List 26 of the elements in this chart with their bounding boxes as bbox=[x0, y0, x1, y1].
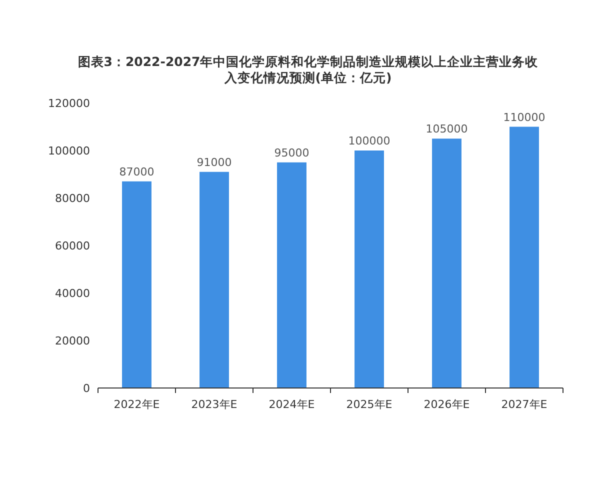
x-tick-label: 2024年E bbox=[268, 398, 315, 411]
x-tick-label: 2022年E bbox=[114, 398, 160, 411]
bar bbox=[200, 172, 229, 388]
chart-title: 图表3：2022-2027年中国化学原料和化学制品制造业规模以上企业主营业务收入变化情况预测(单位：亿元) bbox=[78, 54, 540, 85]
data-label: 105000 bbox=[426, 122, 468, 136]
data-label: 87000 bbox=[119, 165, 154, 178]
bar bbox=[277, 162, 306, 388]
data-label: 95000 bbox=[274, 146, 310, 160]
data-label: 100000 bbox=[348, 134, 390, 148]
y-tick-label: 120000 bbox=[48, 97, 90, 110]
data-label: 91000 bbox=[196, 156, 232, 169]
x-tick-label: 2023年E bbox=[191, 398, 238, 411]
y-tick-label: 0 bbox=[83, 382, 90, 395]
bar bbox=[432, 138, 462, 388]
bar bbox=[354, 150, 384, 388]
x-tick-label: 2026年E bbox=[424, 398, 470, 411]
y-tick-label: 40000 bbox=[55, 287, 90, 300]
bar bbox=[122, 181, 152, 388]
x-tick-label: 2027年E bbox=[501, 398, 548, 411]
data-label: 110000 bbox=[503, 110, 546, 124]
bar bbox=[510, 126, 539, 388]
y-tick-label: 100000 bbox=[48, 144, 90, 158]
y-tick-label: 20000 bbox=[55, 334, 90, 348]
y-tick-label: 60000 bbox=[55, 240, 90, 252]
y-tick-label: 80000 bbox=[55, 192, 90, 205]
x-tick-label: 2025年E bbox=[346, 398, 392, 411]
